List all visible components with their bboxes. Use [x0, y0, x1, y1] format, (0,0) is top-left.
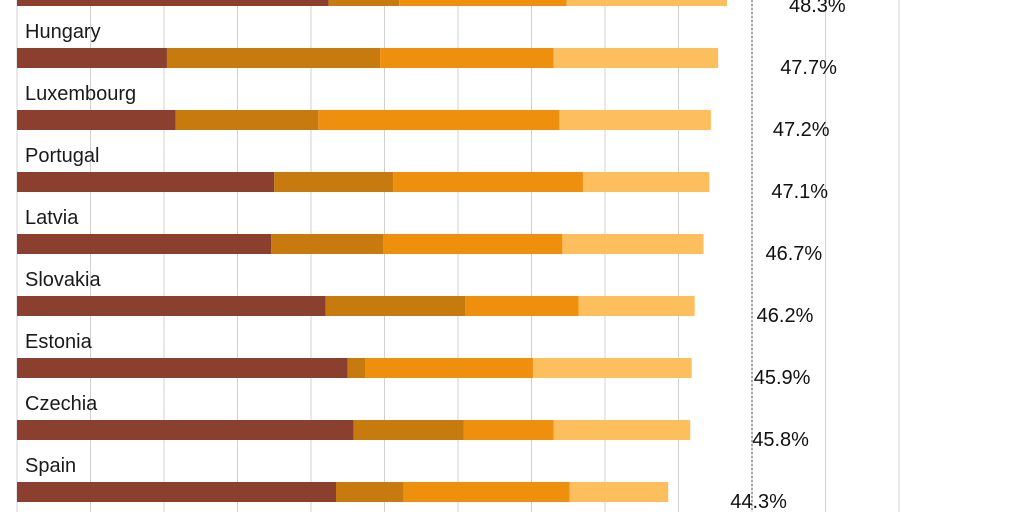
bar-segment-2	[166, 48, 381, 68]
bar-segment-3	[318, 110, 560, 130]
bar-segment-1	[17, 0, 329, 6]
bar-segment-3	[403, 482, 570, 502]
bar-segment-2	[335, 482, 404, 502]
bars	[17, 0, 728, 502]
bar-segment-3	[380, 48, 554, 68]
bar-segment-4	[559, 110, 711, 130]
bar-segment-1	[17, 110, 176, 130]
bar-segment-2	[271, 234, 384, 254]
bar-segment-1	[17, 420, 354, 440]
bar-segment-3	[399, 0, 567, 6]
total-value-label: 45.9%	[754, 367, 811, 389]
total-value-label: 45.8%	[752, 429, 809, 451]
bar-segment-4	[582, 172, 710, 192]
bar-segment-1	[17, 482, 336, 502]
category-label: Estonia	[25, 331, 93, 353]
total-value-label: 47.1%	[771, 181, 828, 203]
bar-segment-2	[325, 296, 466, 316]
bar-segment-1	[17, 234, 272, 254]
bar-segment-4	[532, 358, 692, 378]
labels: 48.3% 47.7% Hungary 47.2% Luxembourg 47.1% Por…	[25, 0, 846, 512]
category-label: Latvia	[25, 207, 79, 229]
bar-segment-1	[17, 48, 167, 68]
bar-segment-3	[463, 420, 554, 440]
bar-segment-4	[562, 234, 704, 254]
category-label: Hungary	[25, 21, 101, 43]
category-label: Spain	[25, 455, 76, 477]
bar-segment-3	[465, 296, 579, 316]
category-label: Luxembourg	[25, 83, 136, 105]
bar-segment-4	[553, 420, 691, 440]
bar-segment-2	[175, 110, 319, 130]
bar-segment-1	[17, 358, 348, 378]
total-value-label: 44.3%	[730, 491, 787, 512]
bar-segment-4	[566, 0, 728, 6]
total-value-label: 46.7%	[765, 243, 822, 265]
bar-segment-2	[274, 172, 394, 192]
bar-segment-2	[353, 420, 464, 440]
bar-segment-4	[553, 48, 719, 68]
bar-segment-2	[328, 0, 400, 6]
total-value-label: 48.3%	[789, 0, 846, 17]
bar-segment-4	[569, 482, 669, 502]
bar-segment-1	[17, 172, 275, 192]
category-label: Portugal	[25, 145, 100, 167]
bar-segment-3	[393, 172, 583, 192]
gridlines	[16, 0, 900, 512]
total-value-label: 47.2%	[773, 119, 830, 141]
bar-segment-2	[347, 358, 366, 378]
total-value-label: 46.2%	[757, 305, 814, 327]
bar-segment-4	[578, 296, 695, 316]
category-label: Slovakia	[25, 269, 101, 291]
bar-segment-3	[383, 234, 563, 254]
bar-segment-3	[365, 358, 533, 378]
category-label: Czechia	[25, 393, 98, 415]
bar-segment-1	[17, 296, 326, 316]
total-value-label: 47.7%	[780, 57, 837, 79]
